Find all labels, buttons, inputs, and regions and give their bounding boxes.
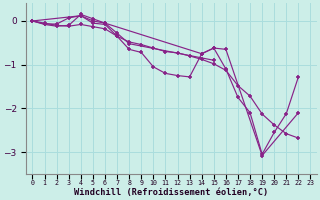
X-axis label: Windchill (Refroidissement éolien,°C): Windchill (Refroidissement éolien,°C) — [74, 188, 268, 197]
